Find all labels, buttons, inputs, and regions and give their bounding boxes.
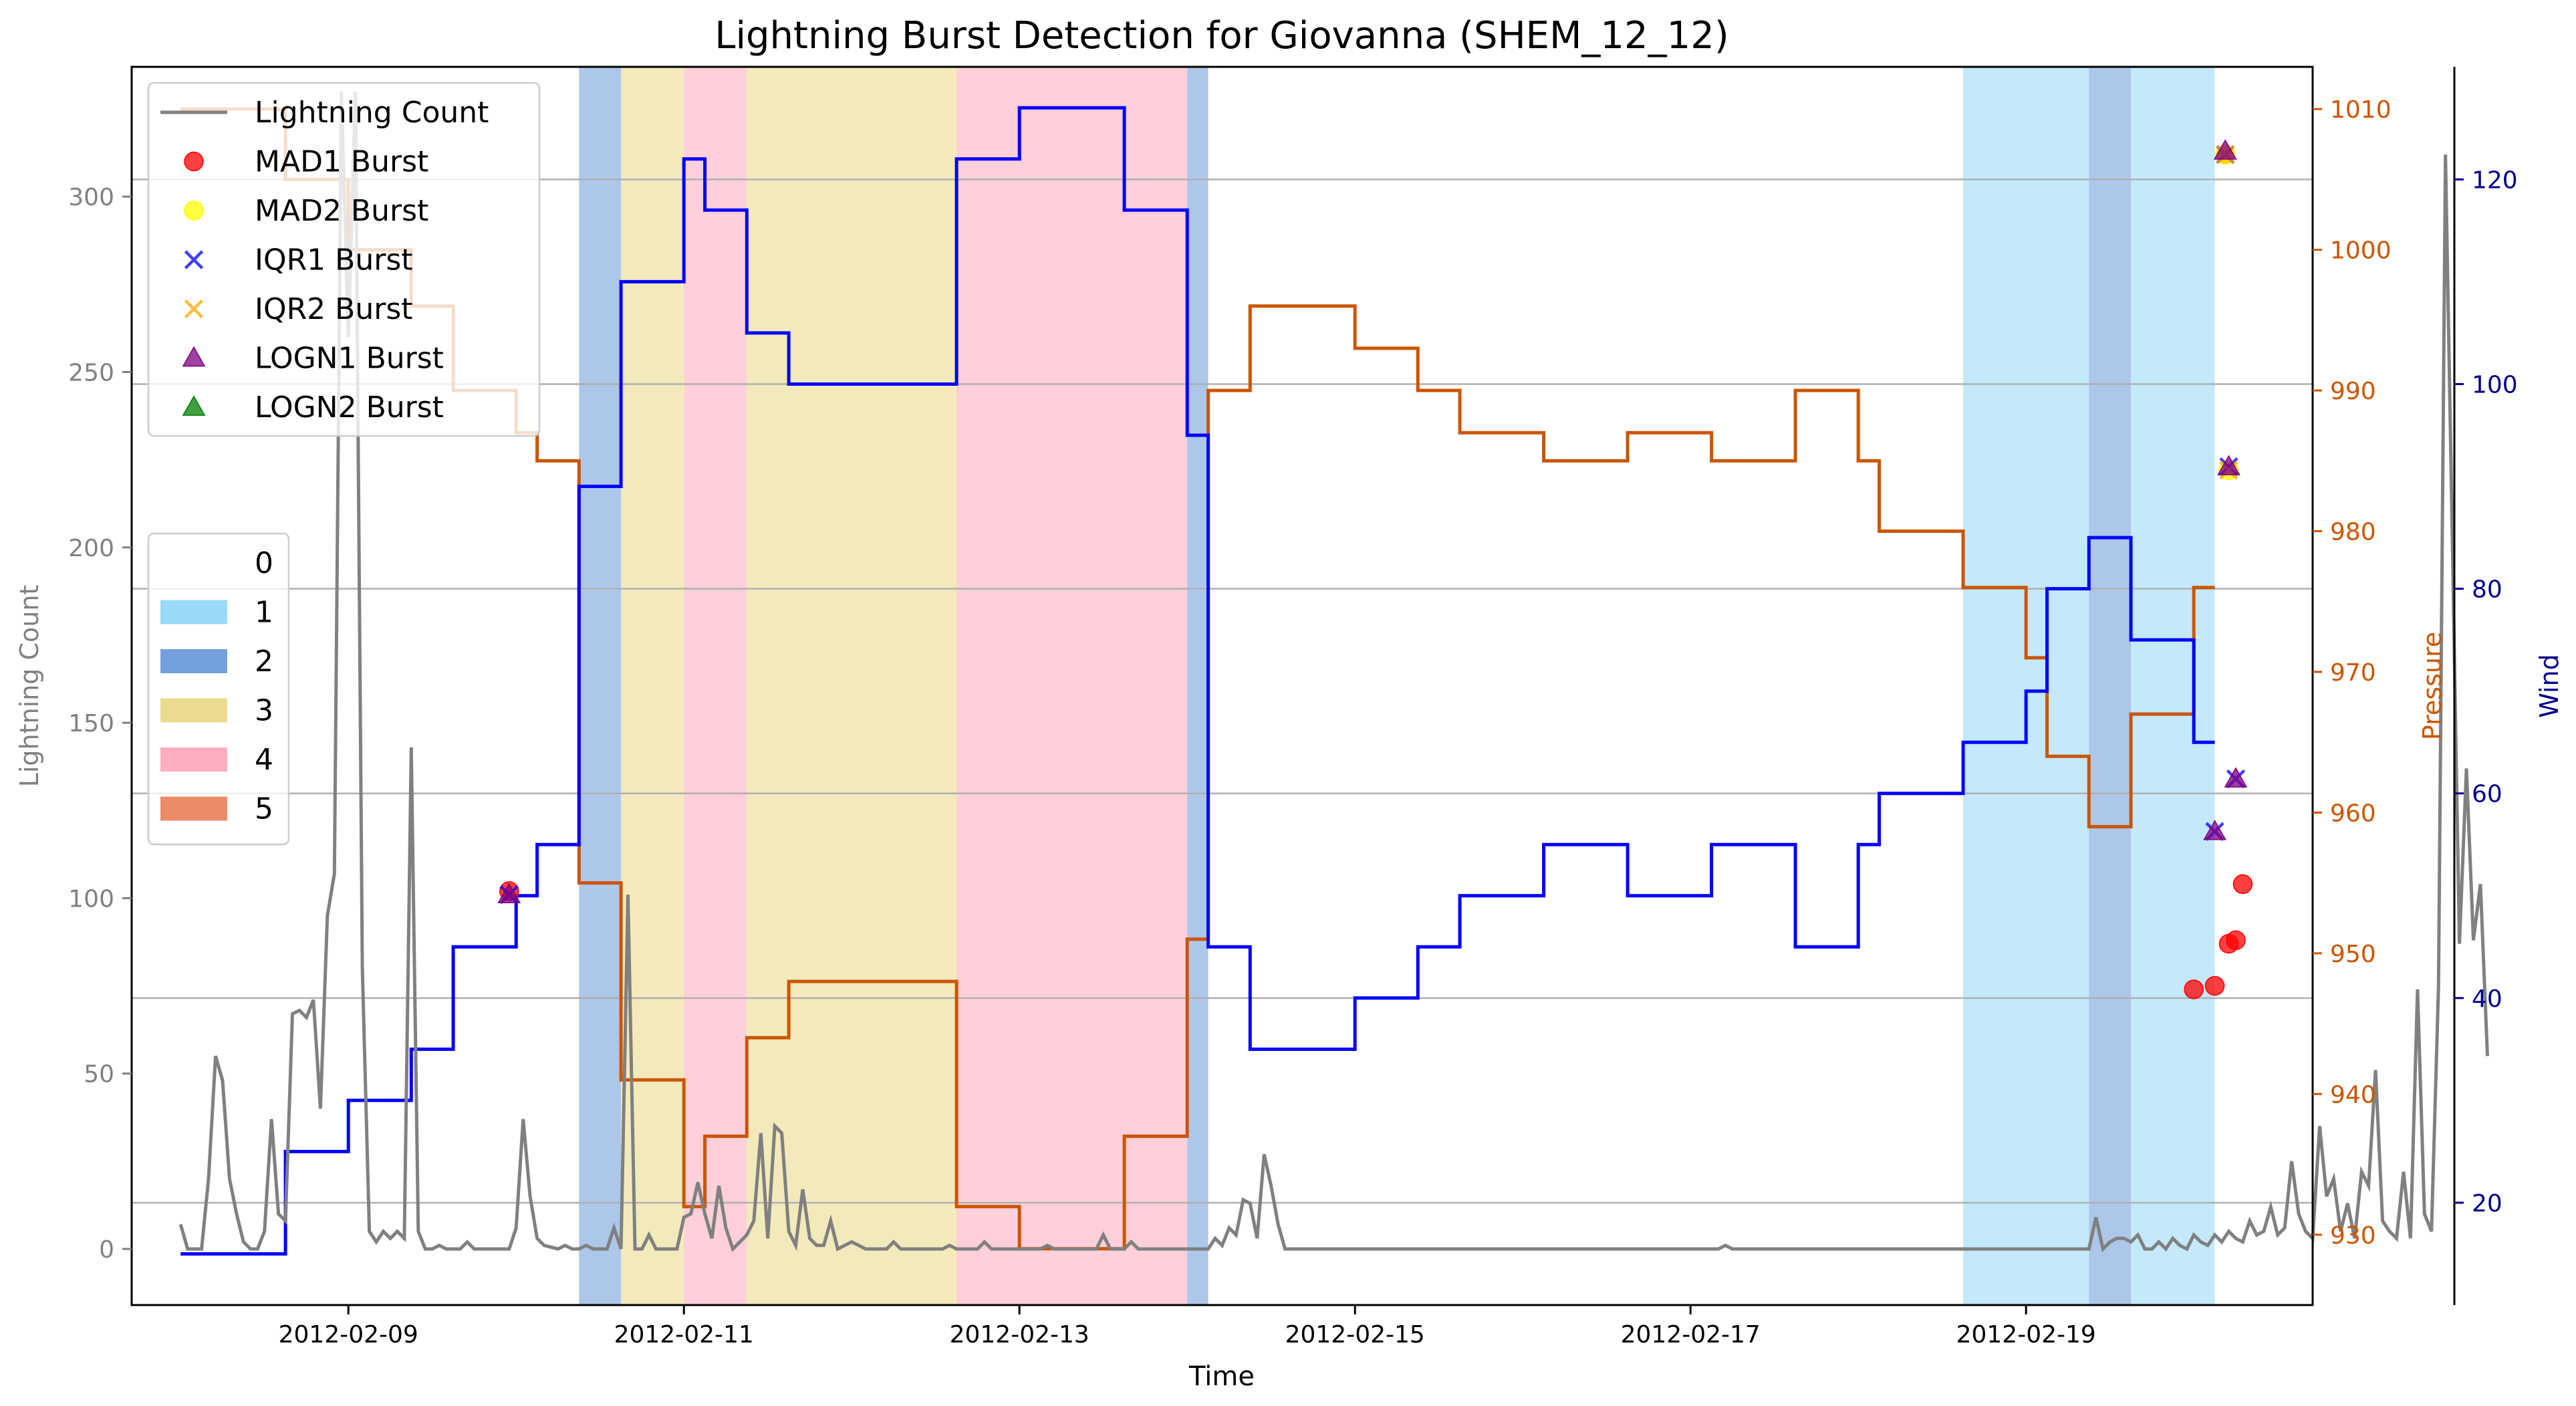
category-span — [684, 67, 747, 1305]
legend-marker-swatch — [182, 395, 206, 416]
legend-category-label: 4 — [255, 743, 273, 777]
legend-label: IQR2 Burst — [255, 292, 413, 326]
category-span — [1963, 67, 2089, 1305]
category-span — [2089, 67, 2132, 1305]
y-left-tick-label: 200 — [68, 535, 114, 562]
x-tick-label: 2012-02-15 — [1285, 1321, 1425, 1349]
x-tick-label: 2012-02-11 — [614, 1321, 754, 1349]
legend-label: LOGN2 Burst — [255, 390, 444, 425]
x-tick-label: 2012-02-09 — [279, 1321, 418, 1349]
legend-marker-swatch — [184, 299, 204, 319]
legend-marker-swatch — [184, 201, 204, 221]
legend-category-label: 5 — [255, 792, 273, 826]
legend-category-label: 0 — [255, 546, 273, 580]
y-pressure-tick-label: 950 — [2330, 941, 2376, 968]
y-pressure-tick-label: 940 — [2330, 1081, 2376, 1108]
y-wind-tick-label: 20 — [2472, 1190, 2502, 1217]
y-left-tick-label: 300 — [68, 184, 114, 211]
y-wind-tick-label: 120 — [2472, 166, 2518, 194]
logn1-burst-marker — [2203, 820, 2226, 840]
y-wind-tick-label: 60 — [2472, 781, 2502, 808]
x-axis-label: Time — [1188, 1361, 1255, 1392]
logn1-burst-marker — [497, 883, 521, 903]
y-pressure-tick-label: 1010 — [2330, 96, 2392, 124]
y-pressure-tick-label: 960 — [2330, 800, 2376, 827]
y-pressure-tick-label: 990 — [2330, 378, 2376, 405]
category-span — [747, 67, 957, 1305]
legend-label: LOGN1 Burst — [255, 342, 444, 376]
y-left-tick-label: 100 — [68, 885, 114, 913]
y-pressure-tick-label: 1000 — [2330, 237, 2392, 265]
logn1-burst-marker — [2213, 139, 2237, 160]
x-tick-label: 2012-02-13 — [950, 1321, 1089, 1349]
burst-markers — [497, 139, 2253, 1000]
legend-category-swatch — [160, 796, 227, 821]
legend-label: MAD2 Burst — [255, 194, 428, 228]
legend-category-label: 3 — [255, 694, 273, 728]
legend-category-label: 2 — [255, 645, 273, 679]
legend-label: IQR1 Burst — [255, 243, 413, 277]
y-pressure-tick-label: 970 — [2330, 659, 2376, 687]
mad1-burst-marker — [2184, 979, 2204, 1000]
legend-category-swatch — [160, 698, 227, 723]
y-left-tick-label: 250 — [68, 359, 114, 386]
mad1-burst-marker — [2232, 874, 2253, 895]
legend-label: Lightning Count — [255, 96, 489, 130]
y-left-tick-label: 0 — [99, 1236, 114, 1264]
y-pressure-tick-label: 930 — [2330, 1222, 2376, 1250]
plot-frame — [130, 66, 2314, 1306]
category-span — [2131, 67, 2215, 1305]
logn1-burst-marker — [2217, 455, 2240, 475]
category-spans — [579, 67, 2215, 1305]
y-wind-tick-label: 40 — [2472, 985, 2502, 1013]
y-pressure-tick-label: 980 — [2330, 519, 2376, 546]
x-tick-label: 2012-02-19 — [1956, 1321, 2096, 1349]
x-tick-label: 2012-02-17 — [1621, 1321, 1761, 1349]
legend-marker-swatch — [182, 346, 206, 367]
legend-category-swatch — [160, 649, 227, 673]
category-span — [579, 67, 622, 1305]
mad1-burst-marker — [2204, 975, 2225, 996]
chart-title: Lightning Burst Detection for Giovanna (… — [715, 14, 1729, 57]
y-left-tick-label: 50 — [84, 1061, 114, 1088]
series — [178, 91, 2489, 1256]
axes: 2012-02-09 2012-02-11 2012-02-13 2012-02-15… — [68, 67, 2518, 1349]
legend-category-swatch — [160, 747, 227, 772]
y-axis-label-wind: Wind — [2535, 654, 2564, 718]
y-wind-tick-label: 80 — [2472, 576, 2502, 604]
lightning-count-line — [178, 91, 2489, 1253]
category-span — [956, 67, 1188, 1305]
logn1-burst-marker — [2224, 767, 2248, 788]
legend-label: MAD1 Burst — [255, 145, 428, 179]
category-span — [621, 67, 684, 1305]
series-legend: Lightning Count MAD1 Burst MAD2 Burst IQR1 … — [147, 82, 541, 437]
legend-category-swatch — [160, 600, 227, 624]
y-axis-label-pressure: Pressure — [2418, 632, 2447, 740]
y-axis-label-lightning: Lightning Count — [15, 585, 44, 788]
wind-line — [180, 106, 2215, 1256]
category-legend: 0 1 2 3 4 5 — [147, 532, 290, 846]
y-wind-tick-label: 100 — [2472, 371, 2518, 398]
mad1-burst-marker — [2226, 930, 2246, 951]
category-span — [1187, 67, 1208, 1305]
legend-marker-swatch — [184, 250, 204, 269]
y-left-tick-label: 150 — [68, 710, 114, 737]
legend-category-label: 1 — [255, 596, 273, 630]
legend-marker-swatch — [184, 151, 204, 172]
series-legend-box — [147, 82, 541, 437]
